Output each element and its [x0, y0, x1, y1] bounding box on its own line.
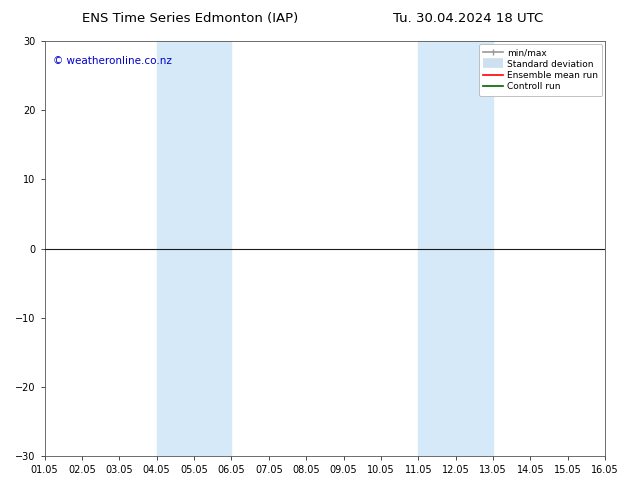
Text: Tu. 30.04.2024 18 UTC: Tu. 30.04.2024 18 UTC — [393, 12, 543, 25]
Text: ENS Time Series Edmonton (IAP): ENS Time Series Edmonton (IAP) — [82, 12, 299, 25]
Bar — [157, 41, 231, 456]
Text: © weatheronline.co.nz: © weatheronline.co.nz — [53, 55, 172, 66]
Bar — [418, 41, 493, 456]
Legend: min/max, Standard deviation, Ensemble mean run, Controll run: min/max, Standard deviation, Ensemble me… — [479, 44, 602, 96]
